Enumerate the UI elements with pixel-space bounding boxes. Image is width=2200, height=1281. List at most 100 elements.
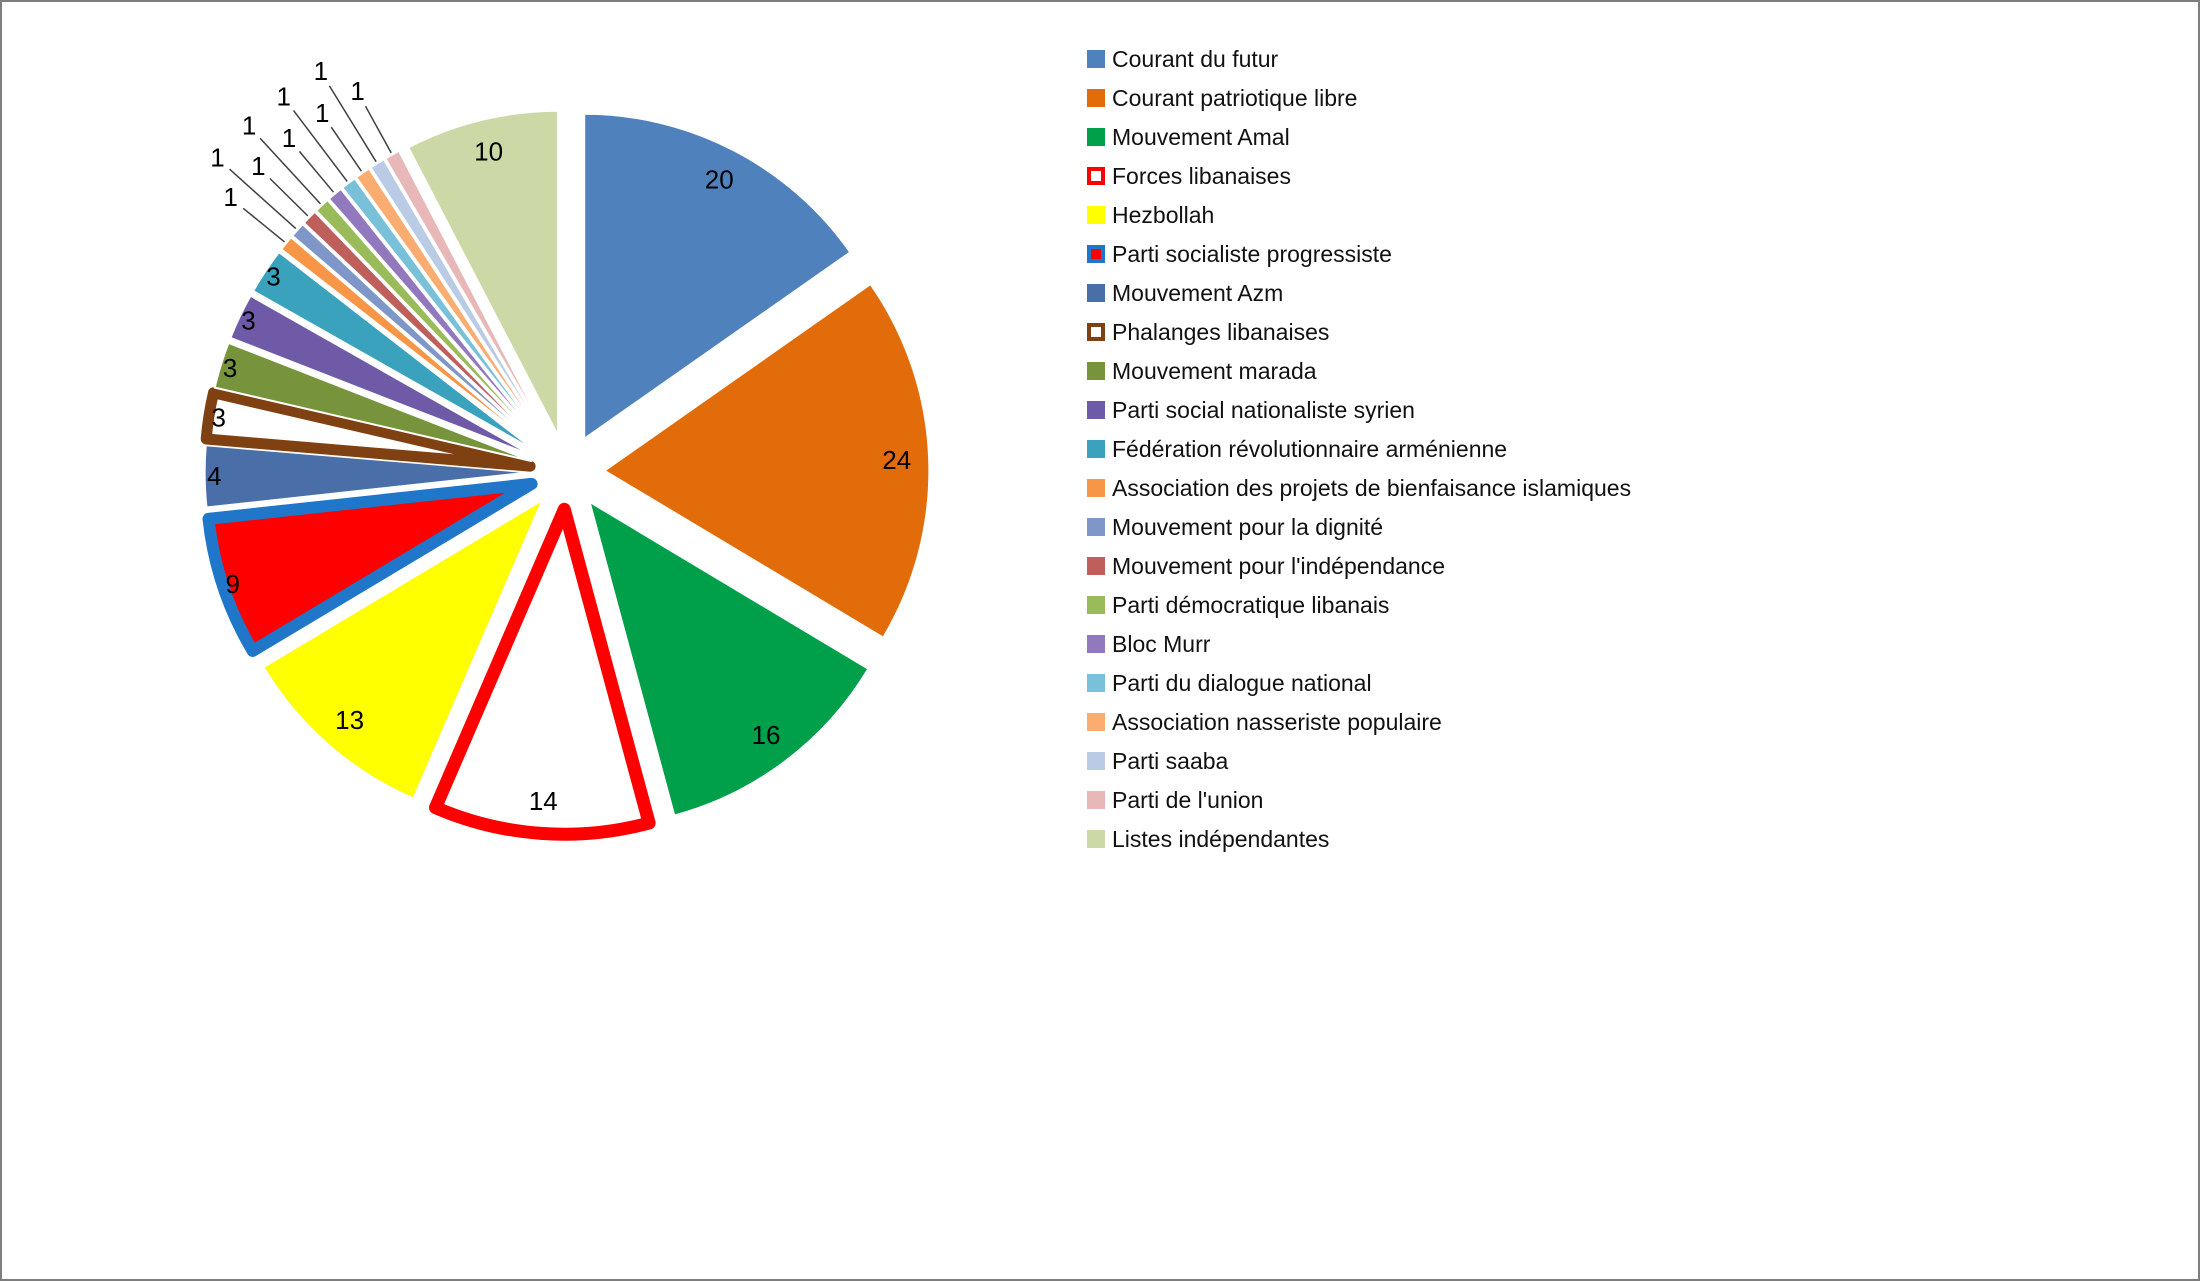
legend-item-label: Association nasseriste populaire — [1112, 709, 1442, 735]
legend-marker-icon — [1087, 89, 1105, 107]
legend-marker-icon — [1087, 830, 1105, 848]
slice-value-label: 20 — [705, 164, 734, 194]
pie-slice — [429, 502, 656, 841]
slice-value-label: 1 — [210, 142, 224, 172]
slice-value-label: 1 — [315, 98, 329, 128]
pie-slice — [407, 109, 560, 437]
pie-slice — [280, 236, 539, 450]
leader-line — [330, 126, 363, 172]
leader-line — [364, 105, 392, 154]
pie-slice — [583, 112, 852, 440]
pie-slice — [355, 167, 547, 443]
pie-slice — [200, 387, 536, 472]
legend-marker-icon — [1087, 791, 1105, 809]
slice-value-label: 1 — [350, 76, 364, 106]
legend-item-label: Parti saaba — [1112, 748, 1229, 774]
legend-marker-icon — [1087, 245, 1105, 263]
legend-item-label: Courant du futur — [1112, 46, 1279, 72]
legend-item-label: Hezbollah — [1112, 202, 1215, 228]
leader-line — [292, 109, 348, 182]
pie-slice — [384, 149, 550, 441]
legend-item-label: Courant patriotique libre — [1112, 85, 1358, 111]
slice-value-label: 1 — [242, 110, 256, 140]
legend-marker-icon — [1087, 635, 1105, 653]
legend-marker-icon — [1087, 440, 1105, 458]
legend-item: Mouvement Amal — [1087, 124, 1631, 150]
pie-slice — [327, 187, 545, 445]
pie-slice — [229, 294, 535, 457]
pie-slice — [202, 477, 538, 657]
legend-item-label: Mouvement pour l'indépendance — [1112, 553, 1446, 579]
slice-value-label: 10 — [474, 137, 503, 167]
slice-value-label: 16 — [752, 720, 781, 750]
pie-slice — [369, 158, 549, 442]
legend-marker-icon — [1087, 752, 1105, 770]
slice-value-label: 1 — [314, 56, 328, 86]
legend-item: Association des projets de bienfaisance … — [1087, 475, 1632, 501]
legend-item: Parti du dialogue national — [1087, 672, 1631, 695]
legend-item: Courant patriotique libre — [1087, 85, 1631, 111]
pie-slice — [262, 499, 544, 800]
slice-value-label: 1 — [251, 151, 265, 181]
legend-item-label: Mouvement pour la dignité — [1112, 514, 1384, 540]
pie-slice — [588, 500, 870, 817]
slice-value-label: 3 — [211, 402, 225, 432]
legend-item: Mouvement pour la dignité — [1087, 514, 1631, 540]
legend-item: Association nasseriste populaire — [1087, 709, 1631, 735]
pie-slice — [603, 283, 931, 639]
slice-value-label: 3 — [223, 353, 237, 383]
leader-line — [229, 168, 297, 230]
legend-marker-icon — [1087, 557, 1105, 575]
legend-item-label: Association des projets de bienfaisance … — [1112, 475, 1632, 501]
legend-marker-icon — [1087, 479, 1105, 497]
legend-item: Mouvement pour l'indépendance — [1087, 553, 1631, 579]
pie-slice — [341, 177, 546, 444]
legend-item: Listes indépendantes — [1087, 826, 1631, 852]
legend-marker-icon — [1087, 518, 1105, 536]
slice-value-label: 3 — [241, 306, 255, 336]
legend-item: Hezbollah — [1087, 202, 1631, 228]
legend-item: Phalanges libanaises — [1087, 319, 1631, 345]
legend-marker-icon — [1087, 128, 1105, 146]
legend-item-label: Listes indépendantes — [1112, 826, 1330, 852]
slice-value-label: 13 — [335, 705, 364, 735]
legend-marker-icon — [1087, 401, 1105, 419]
pie-slice — [315, 199, 543, 446]
legend-item-label: Parti de l'union — [1112, 787, 1264, 813]
legend: Courant du futur Courant patriotique libr… — [1087, 46, 1632, 852]
pie-slice — [302, 210, 542, 447]
legend-item: Mouvement Azm — [1087, 282, 1631, 305]
legend-marker-icon — [1087, 284, 1105, 302]
legend-item: Courant du futur — [1087, 46, 1631, 72]
slice-value-label: 24 — [882, 445, 911, 475]
legend-item: Parti saaba — [1087, 748, 1631, 774]
legend-marker-icon — [1087, 596, 1105, 614]
pie-slice — [291, 223, 541, 448]
slice-value-label: 1 — [282, 123, 296, 153]
leader-line — [269, 177, 309, 217]
slice-value-label: 1 — [276, 81, 290, 111]
slice-value-label: 1 — [223, 182, 237, 212]
legend-item-label: Mouvement Amal — [1112, 124, 1290, 150]
pie-slice — [203, 444, 531, 509]
slice-value-label: 3 — [266, 262, 280, 292]
legend-marker-icon — [1087, 323, 1105, 341]
legend-item-label: Fédération révolutionnaire arménienne — [1112, 436, 1508, 462]
legend-marker-icon — [1087, 206, 1105, 224]
pie-slice — [213, 341, 533, 462]
legend-item-label: Mouvement marada — [1112, 358, 1317, 384]
legend-item-label: Phalanges libanaises — [1112, 319, 1330, 345]
legend-item-label: Bloc Murr — [1112, 631, 1211, 657]
legend-item: Parti démocratique libanais — [1087, 594, 1631, 617]
leader-line — [298, 150, 335, 193]
slice-value-label: 4 — [207, 461, 221, 491]
leader-line — [328, 85, 377, 163]
legend-marker-icon — [1087, 50, 1105, 68]
legend-item: Bloc Murr — [1087, 631, 1631, 657]
legend-item-label: Parti social nationaliste syrien — [1112, 397, 1415, 423]
legend-item: Fédération révolutionnaire arménienne — [1087, 436, 1631, 462]
legend-item: Forces libanaises — [1087, 165, 1631, 188]
legend-marker-icon — [1087, 674, 1105, 692]
